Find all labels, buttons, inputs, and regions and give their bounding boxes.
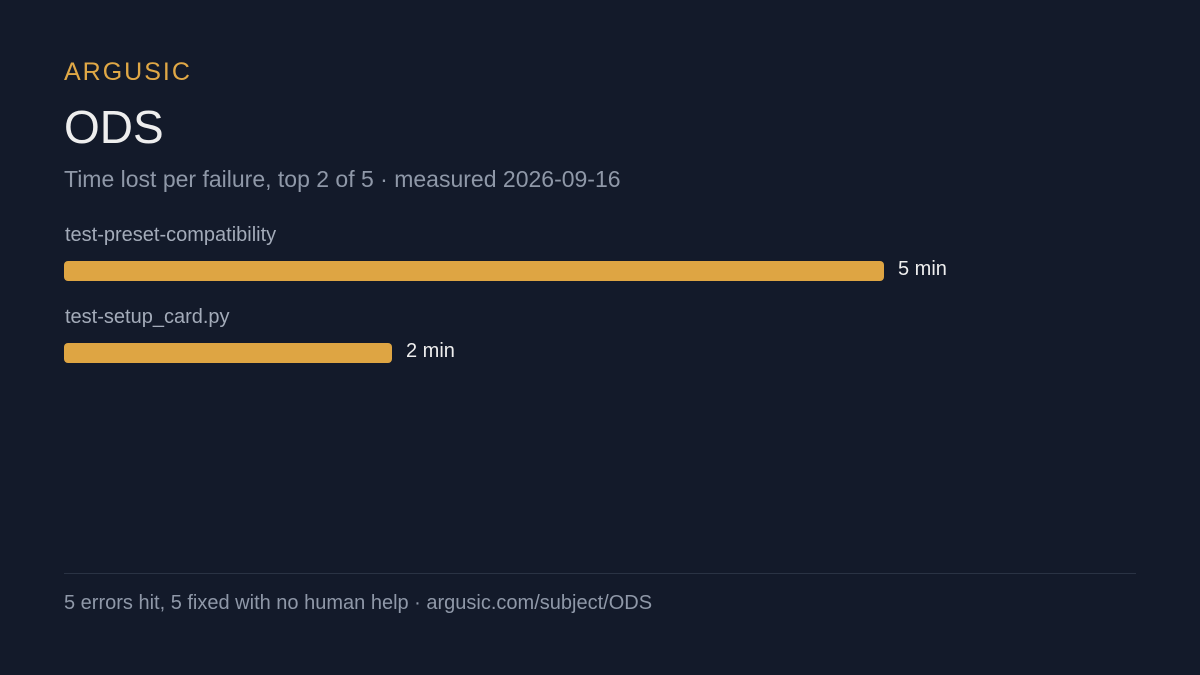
footer-divider xyxy=(64,573,1136,574)
chart-row: test-setup_card.py 2 min xyxy=(64,304,1136,386)
bar xyxy=(64,261,884,281)
bar-chart: test-preset-compatibility 5 min test-setup… xyxy=(64,222,1136,386)
bar-category-label: test-setup_card.py xyxy=(65,306,230,328)
bar xyxy=(64,343,392,363)
brand-label: ARGUSIC xyxy=(64,58,192,86)
page-title: ODS xyxy=(64,101,164,153)
bar-value-label: 5 min xyxy=(898,258,947,280)
footer-text: 5 errors hit, 5 fixed with no human help… xyxy=(64,592,653,614)
chart-subtitle: Time lost per failure, top 2 of 5 · meas… xyxy=(64,166,621,192)
bar-value-label: 2 min xyxy=(406,340,455,362)
chart-row: test-preset-compatibility 5 min xyxy=(64,222,1136,304)
bar-category-label: test-preset-compatibility xyxy=(65,224,277,246)
